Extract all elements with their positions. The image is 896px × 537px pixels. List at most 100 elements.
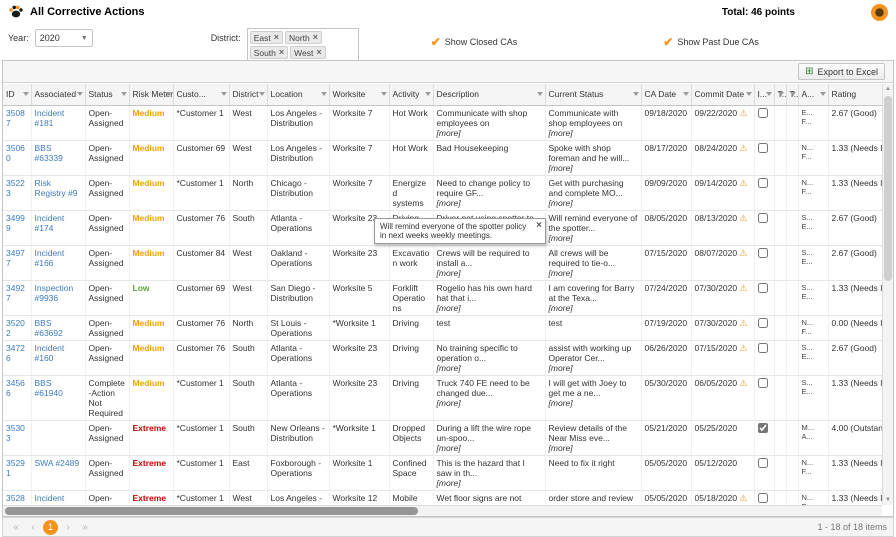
associated-link[interactable]: Incident #174 bbox=[34, 212, 65, 233]
scroll-up-icon[interactable]: ▲ bbox=[885, 86, 891, 92]
row-checkbox[interactable] bbox=[757, 342, 768, 353]
more-link[interactable]: [more] bbox=[548, 162, 573, 173]
filter-icon[interactable] bbox=[320, 92, 327, 96]
filter-icon[interactable] bbox=[632, 92, 639, 96]
more-link[interactable]: [more] bbox=[436, 302, 461, 313]
show-past-due-checkbox[interactable]: ✔ bbox=[663, 35, 674, 49]
last-page-button[interactable]: » bbox=[82, 521, 88, 533]
associated-link[interactable]: Inspection #9936 bbox=[34, 282, 74, 303]
id-link[interactable]: 34977 bbox=[6, 247, 25, 268]
chip-remove-icon[interactable]: × bbox=[278, 47, 285, 57]
vertical-scroll-thumb[interactable] bbox=[884, 96, 892, 282]
column-header[interactable]: Activity bbox=[389, 84, 434, 106]
column-header[interactable]: CA Date bbox=[641, 84, 692, 106]
export-to-excel-button[interactable]: ⊞ Export to Excel bbox=[798, 63, 885, 80]
horizontal-scroll-thumb[interactable] bbox=[5, 507, 419, 515]
more-link[interactable]: [more] bbox=[548, 442, 573, 453]
column-header[interactable]: Rating bbox=[828, 84, 882, 106]
id-link[interactable]: 34999 bbox=[6, 212, 25, 233]
row-checkbox[interactable] bbox=[757, 492, 768, 503]
filter-icon[interactable] bbox=[380, 92, 387, 96]
id-link[interactable]: 34566 bbox=[6, 377, 25, 398]
associated-link[interactable]: BBS #61940 bbox=[34, 377, 63, 398]
row-checkbox[interactable] bbox=[757, 212, 768, 223]
row-checkbox[interactable] bbox=[757, 422, 768, 433]
filter-icon[interactable] bbox=[120, 92, 127, 96]
current-page-button[interactable]: 1 bbox=[43, 519, 58, 535]
row-checkbox[interactable] bbox=[757, 282, 768, 293]
filter-icon[interactable] bbox=[22, 92, 29, 96]
associated-link[interactable]: Incident #197 bbox=[34, 492, 65, 506]
column-header[interactable]: Custo... bbox=[173, 84, 230, 106]
column-header[interactable]: Current Status bbox=[545, 84, 642, 106]
filter-icon[interactable] bbox=[424, 92, 431, 96]
more-link[interactable]: [more] bbox=[436, 477, 461, 488]
row-checkbox[interactable] bbox=[757, 247, 768, 258]
filter-icon[interactable] bbox=[819, 92, 826, 96]
vertical-scrollbar[interactable]: ▲ ▼ bbox=[882, 84, 893, 505]
row-checkbox[interactable] bbox=[757, 107, 768, 118]
more-link[interactable]: [more] bbox=[548, 232, 573, 243]
id-link[interactable]: 35223 bbox=[6, 177, 25, 198]
column-header[interactable]: District bbox=[229, 84, 268, 106]
filter-icon[interactable] bbox=[164, 92, 171, 96]
filter-icon[interactable] bbox=[745, 92, 752, 96]
id-link[interactable]: 35060 bbox=[6, 142, 25, 163]
next-page-button[interactable]: › bbox=[66, 521, 70, 533]
associated-link[interactable]: Incident #166 bbox=[34, 247, 65, 268]
id-link[interactable]: 35291 bbox=[6, 457, 25, 478]
more-link[interactable]: [more] bbox=[436, 127, 461, 138]
id-link[interactable]: 35303 bbox=[6, 422, 25, 443]
row-checkbox[interactable] bbox=[757, 377, 768, 388]
more-link[interactable]: [more] bbox=[548, 397, 573, 408]
column-header[interactable]: Description bbox=[433, 84, 546, 106]
filter-icon[interactable] bbox=[789, 92, 796, 96]
filter-icon[interactable] bbox=[765, 92, 772, 96]
more-link[interactable]: [more] bbox=[436, 267, 461, 278]
chip-remove-icon[interactable]: × bbox=[316, 47, 322, 57]
row-checkbox[interactable] bbox=[757, 317, 768, 328]
id-link[interactable]: 34927 bbox=[6, 282, 25, 303]
more-link[interactable]: [more] bbox=[548, 197, 573, 208]
associated-link[interactable]: SWA #2489 bbox=[34, 457, 80, 468]
associated-link[interactable]: BBS #63339 bbox=[34, 142, 63, 163]
column-header[interactable]: Worksite bbox=[329, 84, 390, 106]
close-icon[interactable]: × bbox=[536, 220, 542, 231]
more-link[interactable]: [more] bbox=[548, 362, 573, 373]
more-link[interactable]: [more] bbox=[548, 127, 573, 138]
filter-icon[interactable] bbox=[536, 92, 543, 96]
horizontal-scrollbar[interactable] bbox=[3, 505, 882, 516]
column-header[interactable]: Commit Date bbox=[691, 84, 755, 106]
associated-link[interactable]: Incident #160 bbox=[34, 342, 65, 363]
scroll-down-icon[interactable]: ▼ bbox=[885, 497, 891, 503]
filter-icon[interactable] bbox=[682, 92, 689, 96]
column-header[interactable]: A... bbox=[798, 84, 829, 106]
district-chipbox[interactable]: East × North × South × West × bbox=[246, 28, 359, 62]
row-checkbox[interactable] bbox=[757, 177, 768, 188]
filter-icon[interactable] bbox=[258, 92, 265, 96]
more-link[interactable]: [more] bbox=[548, 302, 573, 313]
chip-remove-icon[interactable]: × bbox=[312, 32, 319, 42]
more-link[interactable]: [more] bbox=[436, 442, 461, 453]
prev-page-button[interactable]: ‹ bbox=[31, 521, 35, 533]
row-checkbox[interactable] bbox=[757, 142, 768, 153]
column-header[interactable]: Risk Meter bbox=[129, 84, 174, 106]
filter-icon[interactable] bbox=[777, 92, 784, 96]
associated-link[interactable]: BBS #63692 bbox=[34, 317, 63, 338]
more-link[interactable]: [more] bbox=[436, 397, 461, 408]
more-link[interactable]: [more] bbox=[548, 267, 573, 278]
column-header[interactable]: Status bbox=[85, 84, 130, 106]
table-scroll-area[interactable]: ID Associated Status Risk Meter Custo... Dist… bbox=[3, 84, 882, 505]
column-header[interactable]: T... bbox=[786, 84, 799, 106]
more-link[interactable]: [more] bbox=[436, 362, 461, 373]
column-header[interactable]: Location bbox=[267, 84, 330, 106]
id-link[interactable]: 34726 bbox=[6, 342, 25, 363]
filter-icon[interactable] bbox=[220, 92, 227, 96]
column-header[interactable]: T... bbox=[774, 84, 787, 106]
column-header[interactable]: I... bbox=[754, 84, 775, 106]
id-link[interactable]: 35202 bbox=[6, 317, 25, 338]
column-header[interactable]: Associated bbox=[31, 84, 86, 106]
row-checkbox[interactable] bbox=[757, 457, 768, 468]
first-page-button[interactable]: « bbox=[13, 521, 19, 533]
associated-link[interactable]: Risk Registry #9 bbox=[34, 177, 78, 198]
